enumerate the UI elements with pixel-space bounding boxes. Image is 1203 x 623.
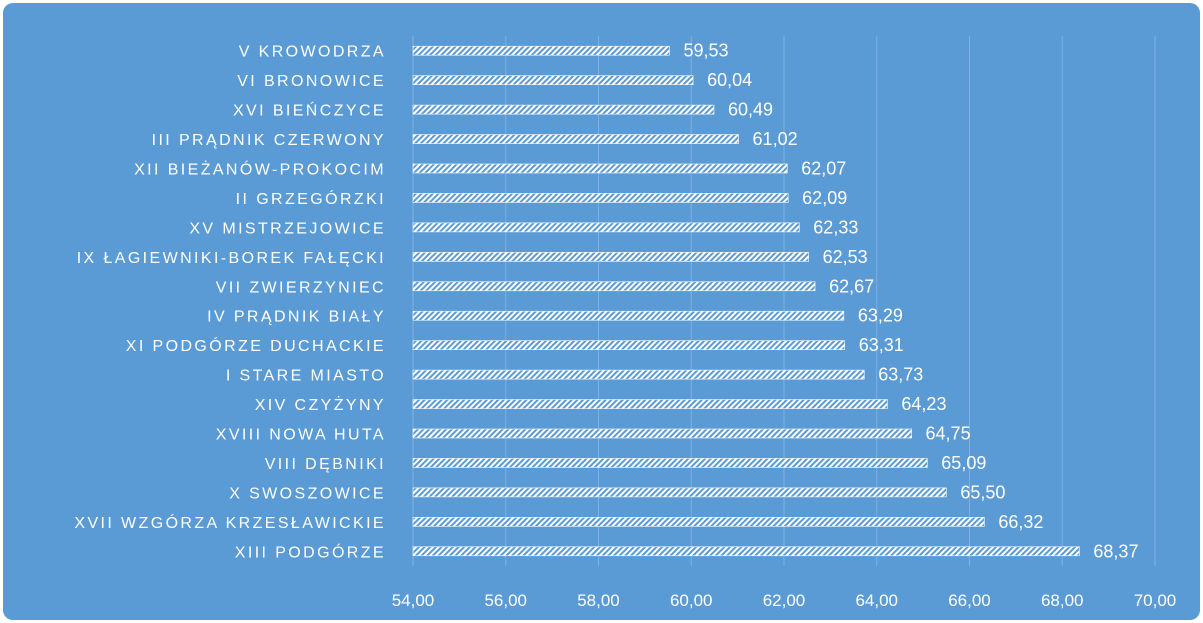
bar (412, 428, 912, 439)
data-label: 62,07 (801, 159, 846, 179)
x-tick-label: 54,00 (392, 591, 435, 610)
data-label: 62,09 (802, 188, 847, 208)
category-label: XII BIEŻANÓW-PROKOCIM (134, 160, 386, 179)
category-labels: V KROWODRZA VI BRONOWICE XVI BIEŃCZYCE III … (74, 44, 386, 562)
x-tick-label: 58,00 (577, 591, 620, 610)
data-label: 60,04 (707, 70, 752, 90)
x-tick-label: 60,00 (670, 591, 713, 610)
grid-lines (412, 36, 1156, 566)
bar (412, 399, 888, 409)
bar (412, 222, 800, 233)
data-label: 62,33 (813, 217, 858, 237)
category-label: XI PODGÓRZE DUCHACKIE (126, 336, 386, 355)
data-label: 68,37 (1093, 541, 1138, 561)
x-tick-label: 70,00 (1134, 591, 1177, 610)
data-label: 63,31 (859, 335, 904, 355)
bar (412, 252, 809, 262)
bar (412, 45, 670, 56)
category-label: IV PRĄDNIK BIAŁY (207, 309, 386, 326)
category-label: VII ZWIERZYNIEC (216, 279, 386, 296)
category-label: XV MISTRZEJOWICE (189, 220, 386, 237)
bar (412, 134, 739, 144)
data-label: 62,53 (823, 247, 868, 267)
data-label: 63,73 (878, 365, 923, 385)
bar (412, 104, 715, 115)
x-tick-label: 66,00 (948, 591, 991, 610)
category-label: IX ŁAGIEWNIKI-BOREK FAŁĘCKI (77, 250, 386, 267)
bar (412, 163, 788, 174)
data-label: 66,32 (998, 512, 1043, 532)
bar (412, 281, 816, 292)
data-label: 61,02 (753, 129, 798, 149)
data-label: 64,75 (926, 424, 971, 444)
category-label: VIII DĘBNIKI (265, 456, 386, 473)
data-label: 63,29 (858, 306, 903, 326)
data-label: 65,09 (941, 453, 986, 473)
data-label: 60,49 (728, 100, 773, 120)
category-label: XVI BIEŃCZYCE (233, 101, 386, 120)
bar (412, 310, 845, 321)
data-label: 65,50 (960, 482, 1005, 502)
category-label: XVII WZGÓRZA KRZESŁAWICKIE (74, 513, 386, 532)
category-label: XIII PODGÓRZE (235, 542, 386, 561)
bar (412, 487, 947, 498)
category-label: V KROWODRZA (239, 44, 386, 61)
bar (412, 193, 789, 203)
bar (412, 458, 928, 468)
category-label: X SWOSZOWICE (229, 485, 386, 502)
bars (412, 45, 1080, 557)
bar (412, 546, 1080, 557)
x-axis-tick-labels: 54,00 56,00 58,00 60,00 62,00 64,00 66,00 68,00… (392, 591, 1177, 610)
category-label: VI BRONOWICE (237, 73, 386, 90)
x-tick-label: 68,00 (1041, 591, 1084, 610)
bar (412, 369, 865, 380)
data-label: 62,67 (829, 276, 874, 296)
x-tick-label: 56,00 (484, 591, 527, 610)
category-label: II GRZEGÓRZKI (236, 189, 386, 208)
bar (412, 517, 985, 527)
category-label: XIV CZYŻYNY (255, 395, 386, 414)
bar (412, 340, 846, 350)
category-label: I STARE MIASTO (226, 368, 386, 385)
data-label: 59,53 (683, 41, 728, 61)
x-tick-label: 64,00 (855, 591, 898, 610)
category-label: XVIII NOWA HUTA (216, 427, 386, 444)
data-label: 64,23 (901, 394, 946, 414)
category-label: III PRĄDNIK CZERWONY (152, 132, 386, 149)
x-tick-label: 62,00 (763, 591, 806, 610)
bar (412, 75, 694, 85)
